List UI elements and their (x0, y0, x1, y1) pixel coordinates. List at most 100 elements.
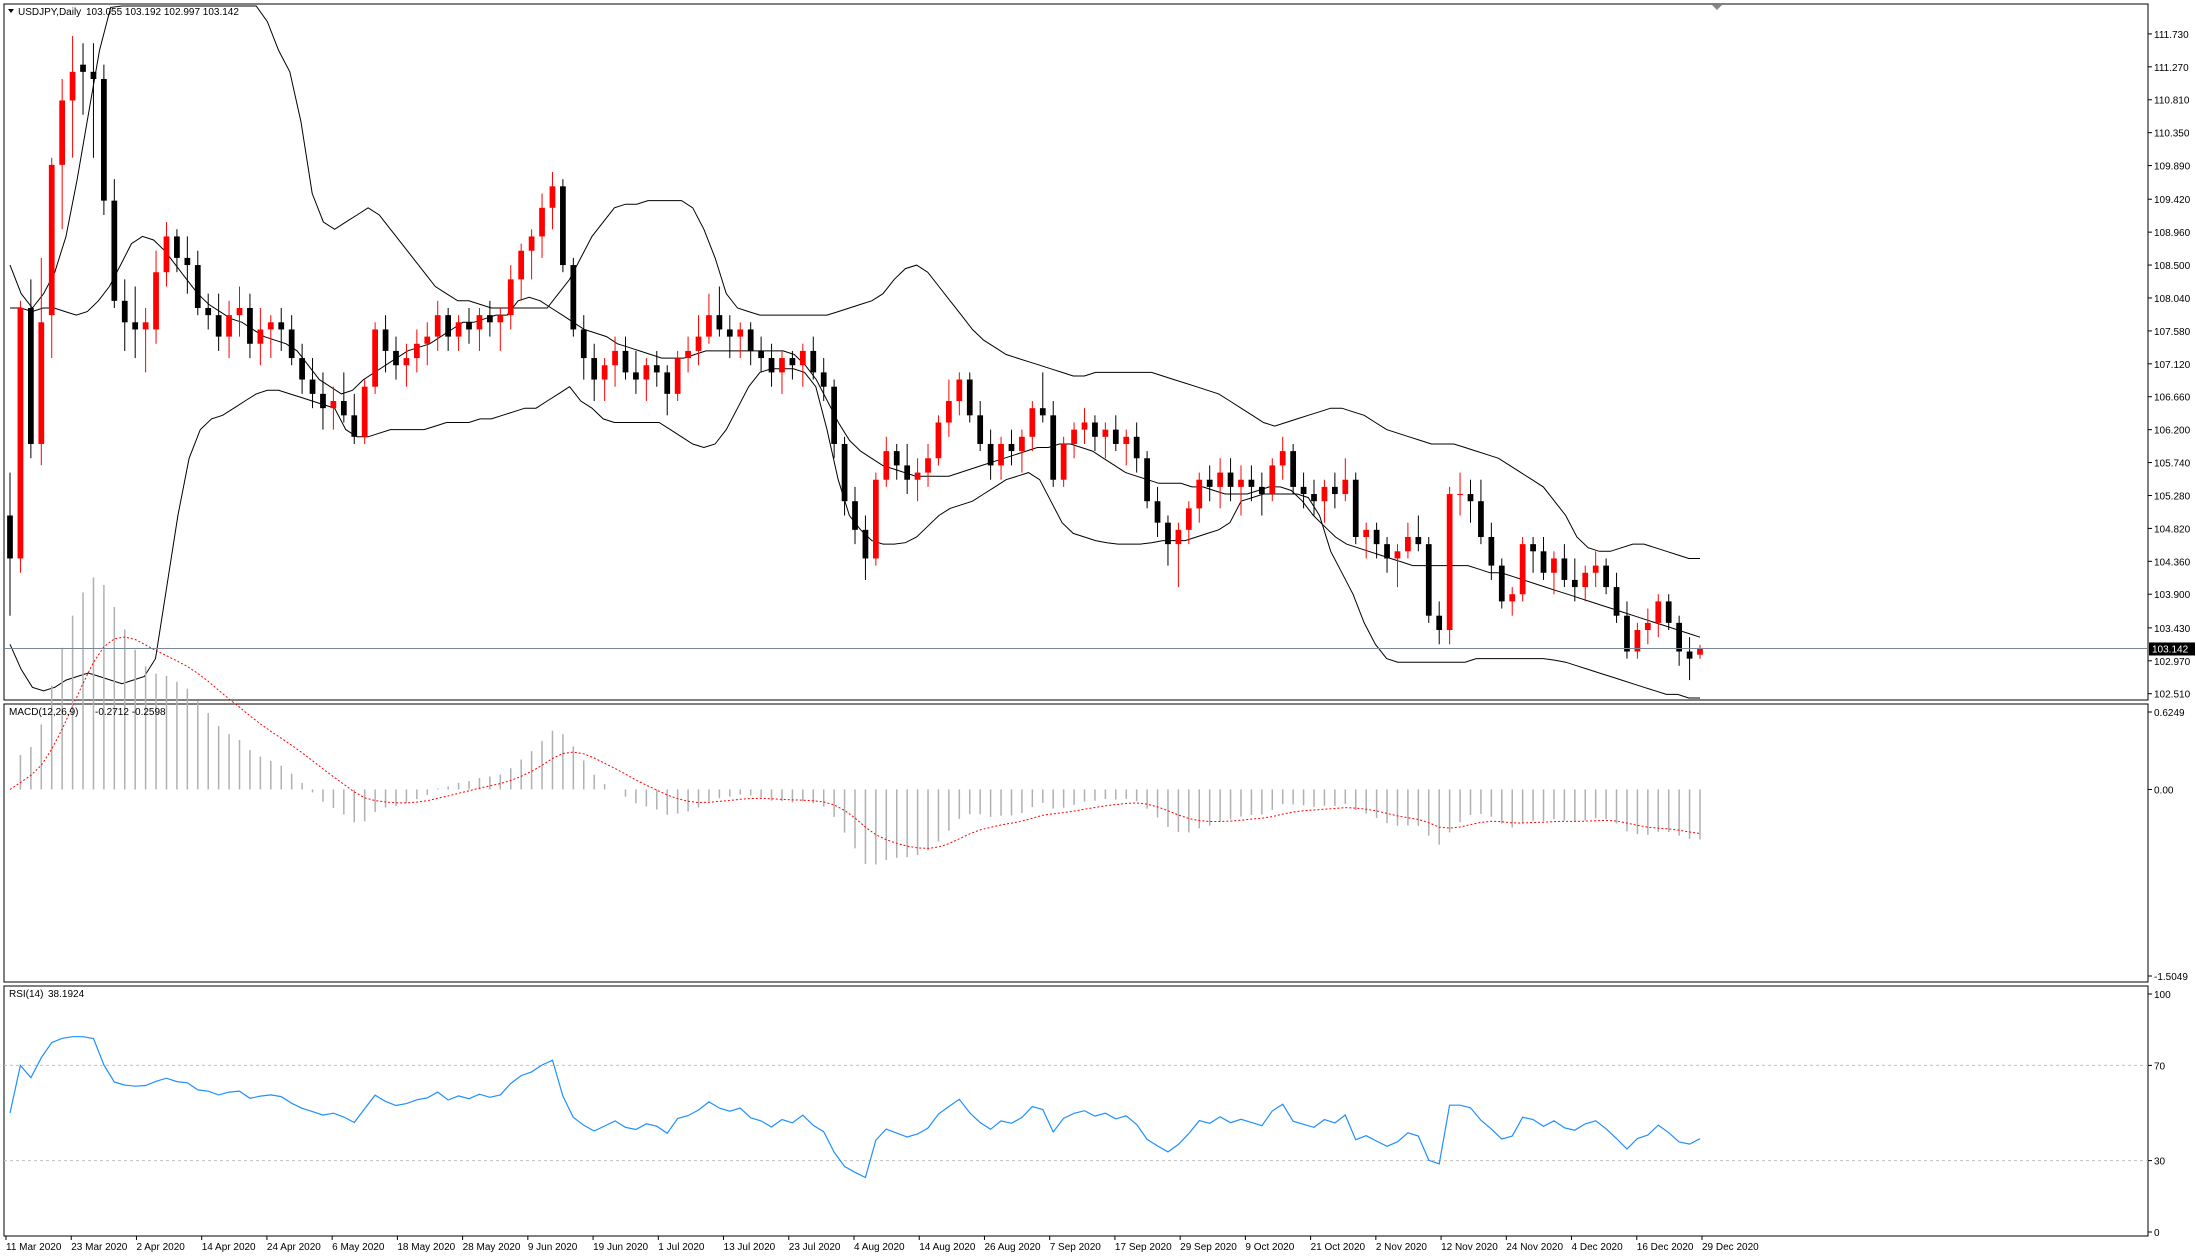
candle-body (257, 329, 264, 344)
candle-body (372, 329, 378, 387)
candle-body (966, 379, 973, 416)
price-tick-label: 105.740 (2154, 459, 2191, 470)
candle-body (142, 322, 149, 330)
rsi-line (9, 1036, 1701, 1179)
candle-body (914, 472, 921, 480)
macd-panel-frame[interactable] (3, 703, 2149, 983)
candle-body (674, 358, 681, 394)
dropdown-arrow-icon[interactable] (8, 9, 14, 13)
candle-body (1665, 601, 1672, 623)
candle-body (1467, 494, 1474, 502)
time-tick-label: 16 Dec 2020 (1637, 1242, 1694, 1253)
candle-body (497, 315, 504, 323)
price-tick-label: 107.120 (2154, 360, 2191, 371)
candle-body (998, 443, 1004, 466)
price-tick-label: 104.820 (2154, 524, 2191, 535)
price-tick-label: 105.280 (2154, 491, 2191, 502)
candle-body (799, 350, 806, 366)
candle-body (466, 322, 472, 330)
price-tick-label: 109.890 (2154, 162, 2191, 173)
candle-body (1321, 486, 1328, 502)
time-tick-label: 23 Mar 2020 (71, 1242, 128, 1253)
candle-body (174, 236, 180, 258)
candle-body (1613, 587, 1620, 616)
candle-body (361, 386, 368, 437)
price-panel-frame[interactable] (3, 3, 2149, 701)
candle-body (1582, 572, 1589, 588)
candle-body (1196, 479, 1203, 509)
candle-body (247, 307, 253, 344)
candle-body (1644, 622, 1651, 631)
candle-body (1102, 429, 1109, 437)
candle-body (1092, 422, 1098, 437)
candle-body (935, 422, 942, 459)
candle-body (601, 365, 608, 380)
candle-body (747, 329, 754, 351)
candle-body (1592, 565, 1599, 573)
candle-body (831, 386, 838, 444)
candle-body (299, 358, 305, 380)
candle-body (59, 100, 66, 165)
bollinger-middle-band (10, 235, 1701, 638)
macd-title: MACD(12,26,9) (9, 707, 78, 718)
time-tick-label: 9 Oct 2020 (1245, 1242, 1294, 1253)
candle-body (1425, 544, 1432, 616)
price-tick-label: 108.500 (2154, 261, 2191, 272)
candle-body (1571, 579, 1578, 588)
candle-body (528, 236, 535, 251)
candle-body (320, 393, 326, 409)
candle-body (132, 322, 139, 330)
candle-body (841, 443, 848, 502)
price-tick-label: 106.660 (2154, 393, 2191, 404)
candle-body (706, 315, 712, 337)
price-tick-label: 109.420 (2154, 195, 2191, 206)
candle-body (1478, 501, 1484, 537)
candle-body (1519, 544, 1526, 595)
candle-body (872, 479, 879, 559)
candle-body (737, 329, 744, 337)
time-tick-label: 26 Aug 2020 (984, 1242, 1041, 1253)
candle-body (1655, 601, 1662, 623)
candle-body (726, 329, 733, 337)
candle-body (664, 372, 671, 394)
candle-body (1394, 551, 1401, 559)
candle-body (163, 236, 170, 273)
candle-body (758, 350, 764, 359)
candle-body (852, 501, 858, 530)
candle-body (643, 365, 650, 380)
time-tick-label: 14 Apr 2020 (202, 1242, 256, 1253)
time-tick-label: 24 Apr 2020 (267, 1242, 321, 1253)
time-tick-label: 7 Sep 2020 (1050, 1242, 1102, 1253)
candle-body (403, 358, 410, 366)
candle-body (7, 515, 13, 559)
candle-body (1071, 429, 1077, 444)
candle-body (925, 458, 931, 473)
time-tick-label: 9 Jun 2020 (528, 1242, 578, 1253)
candle-body (1415, 536, 1422, 545)
candle-body (1342, 479, 1349, 495)
candle-body (434, 315, 441, 337)
candle-body (633, 372, 639, 380)
rsi-tick-label: 100 (2154, 990, 2171, 1001)
chart-title: USDJPY,Daily (18, 7, 81, 18)
price-axis: 111.730 111.270 110.810 110.350 109.890 109.4… (2148, 30, 2191, 701)
time-axis: 11 Mar 2020 23 Mar 2020 2 Apr 2020 14 Apr 2… (5, 1236, 1759, 1253)
candle-body (507, 279, 514, 316)
candle-body (1697, 648, 1703, 655)
candle-body (893, 451, 900, 466)
candle-body (393, 350, 399, 366)
candle-body (487, 315, 493, 323)
shift-marker-icon[interactable] (1712, 5, 1722, 10)
candle-body (1290, 451, 1297, 487)
candle-body (382, 329, 389, 351)
candle-body (1144, 458, 1150, 502)
ohlc-readout: 103.055 103.192 102.997 103.142 (86, 7, 239, 18)
candle-body (1279, 451, 1286, 466)
candle-body (612, 350, 618, 366)
candle-body (48, 164, 55, 316)
price-tick-label: 111.270 (2154, 63, 2189, 74)
candle-body (1540, 551, 1547, 573)
current-price-box (2149, 642, 2195, 656)
rsi-panel-frame[interactable] (3, 985, 2149, 1237)
candle-body (1676, 622, 1683, 652)
